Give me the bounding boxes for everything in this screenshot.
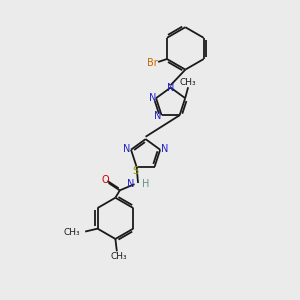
Text: N: N [167, 82, 174, 93]
Text: S: S [133, 166, 139, 176]
Text: CH₃: CH₃ [64, 228, 80, 237]
Text: Br: Br [148, 58, 158, 68]
Text: N: N [161, 144, 168, 154]
Text: CH₃: CH₃ [110, 252, 127, 261]
Text: O: O [101, 175, 109, 185]
Text: N: N [148, 93, 156, 103]
Text: N: N [123, 144, 130, 154]
Text: CH₃: CH₃ [180, 78, 196, 87]
Text: N: N [127, 178, 134, 189]
Text: N: N [154, 111, 161, 121]
Text: H: H [142, 178, 149, 189]
